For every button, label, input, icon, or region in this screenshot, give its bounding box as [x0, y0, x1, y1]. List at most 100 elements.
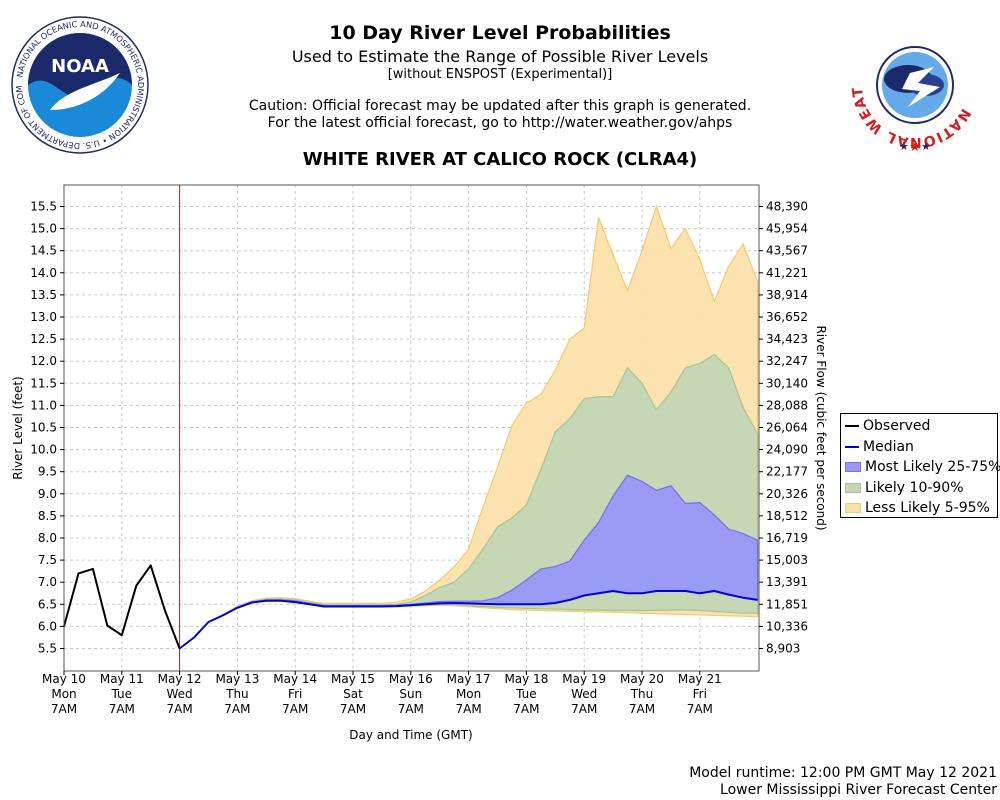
x-tick-label: 7AM — [51, 702, 77, 716]
observed-line — [63, 564, 181, 649]
x-axis-label: Day and Time (GMT) — [349, 728, 472, 742]
y2-tick-label: 41,221 — [766, 266, 808, 280]
x-tick-label: 7AM — [340, 702, 366, 716]
y2-tick-label: 30,140 — [766, 376, 808, 390]
y-tick-label: 9.0 — [38, 487, 57, 501]
y2-tick-label: 18,512 — [766, 509, 808, 523]
y-tick-label: 5.5 — [38, 642, 57, 656]
y2-tick-label: 8,903 — [766, 642, 800, 656]
y-tick-label: 10.5 — [30, 421, 57, 435]
x-tick-label: May 14 — [273, 672, 317, 686]
x-tick-label: May 21 — [678, 672, 722, 686]
x-tick-label: May 11 — [100, 672, 144, 686]
legend-less-likely-label: Less Likely 5-95% — [865, 500, 990, 516]
legend-most-likely-swatch — [845, 462, 861, 472]
chart-title: 10 Day River Level Probabilities — [329, 22, 671, 44]
x-tick-label: 7AM — [687, 702, 713, 716]
x-tick-label: Sat — [343, 687, 363, 701]
svg-text:★: ★ — [909, 140, 921, 155]
svg-text:★: ★ — [899, 140, 909, 153]
legend-median-swatch — [845, 445, 859, 448]
x-tick-label: May 16 — [389, 672, 433, 686]
x-tick-label: Thu — [225, 687, 249, 701]
legend-likely: Likely 10-90% — [845, 479, 964, 497]
legend-less-likely-swatch — [845, 503, 861, 513]
x-tick-label: 7AM — [166, 702, 192, 716]
y-tick-label: 6.5 — [38, 597, 57, 611]
y-tick-label: 14.5 — [30, 244, 57, 258]
x-tick-label: May 12 — [158, 672, 202, 686]
x-tick-label: Wed — [571, 687, 597, 701]
x-tick-label: May 10 — [42, 672, 86, 686]
x-tick-label: Fri — [288, 687, 302, 701]
y-tick-label: 11.5 — [30, 376, 57, 390]
x-tick-label: Tue — [111, 687, 133, 701]
y2-tick-label: 11,851 — [766, 597, 808, 611]
legend-observed-label: Observed — [863, 418, 931, 434]
x-tick-label: 7AM — [109, 702, 135, 716]
svg-text:★: ★ — [921, 140, 931, 153]
nws-logo: NATIONAL WEATHER SERVICE ★ ★ ★ — [850, 15, 972, 155]
model-runtime: Model runtime: 12:00 PM GMT May 12 2021 — [689, 765, 997, 781]
legend-most-likely: Most Likely 25-75% — [845, 458, 1000, 476]
y2-tick-label: 15,003 — [766, 553, 808, 567]
chart-legend: Observed Median Most Likely 25-75% Likely 1… — [840, 413, 1000, 518]
x-tick-label: May 18 — [504, 672, 548, 686]
legend-less-likely: Less Likely 5-95% — [845, 499, 990, 517]
y-tick-label: 7.5 — [38, 553, 57, 567]
y2-axis-label: River Flow (cubic feet per second) — [814, 325, 828, 530]
x-tick-label: 7AM — [455, 702, 481, 716]
forecast-center: Lower Mississippi River Forecast Center — [720, 782, 997, 798]
y-tick-label: 6.0 — [38, 619, 57, 633]
x-tick-label: Thu — [630, 687, 654, 701]
x-tick-label: 7AM — [282, 702, 308, 716]
axes: 5.5 6.0 6.5 7.0 7.5 8.0 8.5 9.0 9.5 10.0 10.5 11.0 1… — [30, 200, 808, 717]
x-tick-label: Mon — [51, 687, 76, 701]
y-tick-label: 10.0 — [30, 443, 57, 457]
x-tick-label: May 15 — [331, 672, 375, 686]
y2-tick-label: 34,423 — [766, 332, 808, 346]
y2-tick-label: 13,391 — [766, 575, 808, 589]
x-tick-label: 7AM — [571, 702, 597, 716]
noaa-logo: NATIONAL OCEANIC AND ATMOSPHERIC ADMINIS… — [10, 15, 149, 154]
y2-tick-label: 43,567 — [766, 244, 808, 258]
seagull-icon — [50, 73, 120, 110]
x-tick-label: May 17 — [447, 672, 491, 686]
y-tick-label: 8.5 — [38, 509, 57, 523]
y-axis-label: River Level (feet) — [11, 376, 25, 479]
y2-tick-label: 45,954 — [766, 222, 808, 236]
legend-observed: Observed — [845, 417, 930, 435]
x-tick-label: Sun — [399, 687, 422, 701]
legend-median: Median — [845, 438, 914, 456]
y2-tick-label: 48,390 — [766, 200, 808, 214]
y-tick-label: 15.5 — [30, 200, 57, 214]
y-tick-label: 11.0 — [30, 398, 57, 412]
y-tick-label: 14.0 — [30, 266, 57, 280]
y-tick-label: 13.0 — [30, 310, 57, 324]
x-tick-label: May 19 — [562, 672, 606, 686]
y2-tick-label: 38,914 — [766, 288, 808, 302]
lightning-icon — [902, 67, 940, 107]
x-tick-label: 7AM — [513, 702, 539, 716]
noaa-logo-text: NOAA — [51, 56, 109, 77]
median-line — [178, 590, 758, 650]
y-tick-label: 7.0 — [38, 575, 57, 589]
caution-line-2: For the latest official forecast, go to … — [267, 115, 733, 131]
y-tick-label: 13.5 — [30, 288, 57, 302]
x-tick-label: Tue — [515, 687, 537, 701]
chart-note: [without ENSPOST (Experimental)] — [387, 67, 613, 82]
x-tick-label: 7AM — [224, 702, 250, 716]
y2-tick-label: 22,177 — [766, 465, 808, 479]
x-tick-label: 7AM — [398, 702, 424, 716]
y2-tick-label: 24,090 — [766, 443, 808, 457]
legend-likely-swatch — [845, 482, 861, 493]
legend-likely-label: Likely 10-90% — [865, 479, 964, 496]
x-tick-label: Fri — [693, 687, 707, 701]
x-tick-label: 7AM — [629, 702, 655, 716]
x-tick-label: May 13 — [215, 672, 259, 686]
legend-most-likely-label: Most Likely 25-75% — [865, 459, 1000, 475]
y-tick-label: 12.0 — [30, 354, 57, 368]
y-tick-label: 9.5 — [38, 465, 57, 479]
chart-subtitle: Used to Estimate the Range of Possible R… — [291, 47, 709, 66]
legend-observed-swatch — [845, 425, 859, 427]
